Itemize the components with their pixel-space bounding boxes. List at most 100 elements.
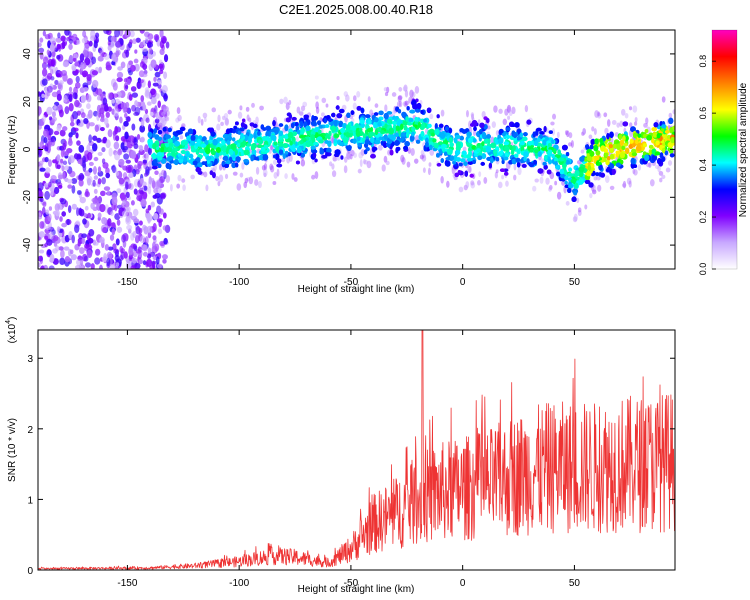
spectrogram-noise-blob	[61, 165, 65, 172]
spectrogram-ridge-blob	[289, 140, 293, 146]
spectrogram-ridge-blob	[585, 171, 592, 177]
spectrogram-ridge-blob	[565, 152, 570, 157]
spectrogram-ridge-blob	[642, 133, 647, 139]
spectrogram-noise-blob	[147, 204, 152, 211]
spectrogram-ridge-blob	[586, 155, 593, 161]
spectrogram-ridge-blob	[296, 129, 301, 135]
spectrogram-noise-blob	[152, 235, 157, 241]
spectrogram-noise-blob	[56, 182, 63, 188]
spectrogram-halo-blob	[200, 118, 204, 126]
spectrogram-noise-blob	[150, 59, 157, 69]
spectrogram-ridge-blob	[421, 122, 426, 130]
spectrogram-halo-blob	[269, 144, 274, 151]
spectrogram-ridge-blob	[608, 144, 613, 149]
spectrogram-noise-blob	[59, 216, 63, 222]
spectrogram-ridge-blob	[588, 150, 595, 157]
spectrogram-ridge-blob	[386, 111, 393, 115]
spectrogram-halo-blob	[495, 169, 499, 174]
snr-y-axis: 0 1 2 3	[27, 354, 675, 577]
spectrogram-ridge-blob	[282, 143, 289, 149]
spectrogram-noise-blob	[117, 149, 123, 156]
spectrogram-ridge-blob	[179, 126, 186, 132]
spectrogram-ridge-blob	[389, 149, 394, 156]
spectrogram-noise-blob	[97, 55, 104, 62]
spectrogram-noise-blob	[153, 188, 159, 194]
spectrogram-noise-blob	[84, 205, 89, 211]
spectrogram-ridge-blob	[348, 129, 353, 134]
x-tick-label: 50	[569, 578, 581, 589]
spectrogram-halo-blob	[552, 113, 557, 120]
spectrogram-halo-blob	[177, 174, 182, 182]
spectrogram-halo-blob	[343, 91, 348, 97]
spectrogram-halo-blob	[400, 154, 405, 163]
spectrogram-ridge-blob	[444, 126, 449, 132]
spectrogram-halo-blob	[463, 184, 468, 191]
spectrogram-noise-blob	[60, 249, 65, 259]
spectrogram-noise-blob	[144, 108, 149, 115]
spectrogram-noise-blob	[81, 155, 87, 164]
spectrogram-halo-blob	[285, 104, 291, 109]
spectrogram-ridge-blob	[511, 123, 516, 127]
snr-panel: -150 -100 -50 0 50 0 1 2 3 Height of straight l…	[5, 317, 676, 595]
spectrogram-ridge-blob	[556, 154, 561, 159]
spectrogram-halo-blob	[270, 145, 274, 151]
spectrogram-noise-blob	[74, 61, 80, 67]
spectrogram-ridge-blob	[503, 156, 509, 161]
spectrogram-ridge-blob	[409, 134, 415, 142]
spectrogram-halo-blob	[593, 128, 597, 136]
spectrogram-halo-blob	[603, 112, 608, 118]
spectrogram-ridge-blob	[284, 124, 289, 132]
x-tick-label: 50	[569, 277, 581, 288]
spectrogram-halo-blob	[332, 156, 338, 162]
spectrogram-noise-blob	[137, 163, 142, 170]
spectrogram-noise-blob	[138, 145, 144, 152]
spectrogram-ridge-blob	[436, 114, 440, 119]
spectrogram-ridge-blob	[533, 140, 539, 147]
spectrogram-ridge-blob	[383, 112, 389, 120]
spectrogram-ridge-blob	[230, 143, 237, 150]
spectrogram-halo-blob	[177, 114, 182, 122]
spectrogram-ridge-blob	[432, 138, 437, 143]
spectrogram-noise-blob	[81, 237, 86, 245]
spectrogram-halo-blob	[427, 167, 431, 176]
spectrogram-noise-blob	[101, 158, 106, 165]
spectrogram-noise-blob	[67, 184, 73, 189]
spectrogram-halo-blob	[222, 115, 226, 121]
spectrogram-noise-blob	[88, 237, 94, 244]
spectrogram-noise-blob	[132, 231, 137, 238]
spectrogram-noise-blob	[62, 61, 69, 68]
spectrogram-noise-blob	[80, 62, 84, 71]
spectrogram-halo-blob	[582, 128, 586, 135]
spectrogram-noise-blob	[70, 254, 77, 261]
spectrogram-halo-blob	[175, 117, 180, 123]
spectrogram-noise-blob	[47, 213, 52, 222]
spectrogram-noise-blob	[162, 212, 167, 219]
spectrogram-ridge-blob	[202, 136, 207, 142]
spectrogram-halo-blob	[156, 178, 161, 187]
spectrogram-ridge-blob	[489, 156, 494, 164]
spectrogram-ridge-blob	[570, 178, 577, 184]
spectrogram-halo-blob	[657, 164, 661, 173]
spectrogram-ridge-blob	[533, 159, 537, 165]
x-tick-label: -150	[117, 578, 137, 589]
spectrogram-ridge-blob	[440, 158, 445, 164]
spectrogram-noise-blob	[130, 265, 136, 269]
spectrogram-ridge-blob	[361, 137, 366, 142]
spectrogram-noise-blob	[106, 257, 111, 267]
spectrogram-halo-blob	[632, 105, 638, 113]
spectrogram-halo-blob	[251, 102, 255, 108]
spectrogram-ridge-blob	[664, 129, 670, 134]
spectrogram-noise-blob	[163, 54, 169, 63]
spectrogram-ridge-blob	[342, 137, 349, 144]
spectrogram-halo-blob	[217, 181, 221, 187]
spectrogram-ridge-blob	[408, 117, 414, 123]
spectrogram-ridge-blob	[388, 133, 395, 140]
spectrogram-noise-blob	[74, 265, 82, 269]
spectrogram-noise-blob	[115, 171, 120, 177]
spectrogram-halo-blob	[483, 176, 488, 184]
spectrogram-noise-blob	[44, 147, 49, 152]
spectrogram-ridge-blob	[629, 138, 634, 144]
spectrogram-halo-blob	[383, 87, 388, 92]
spectrogram-ridge-blob	[162, 127, 167, 132]
spectrogram-noise-blob	[107, 246, 114, 251]
